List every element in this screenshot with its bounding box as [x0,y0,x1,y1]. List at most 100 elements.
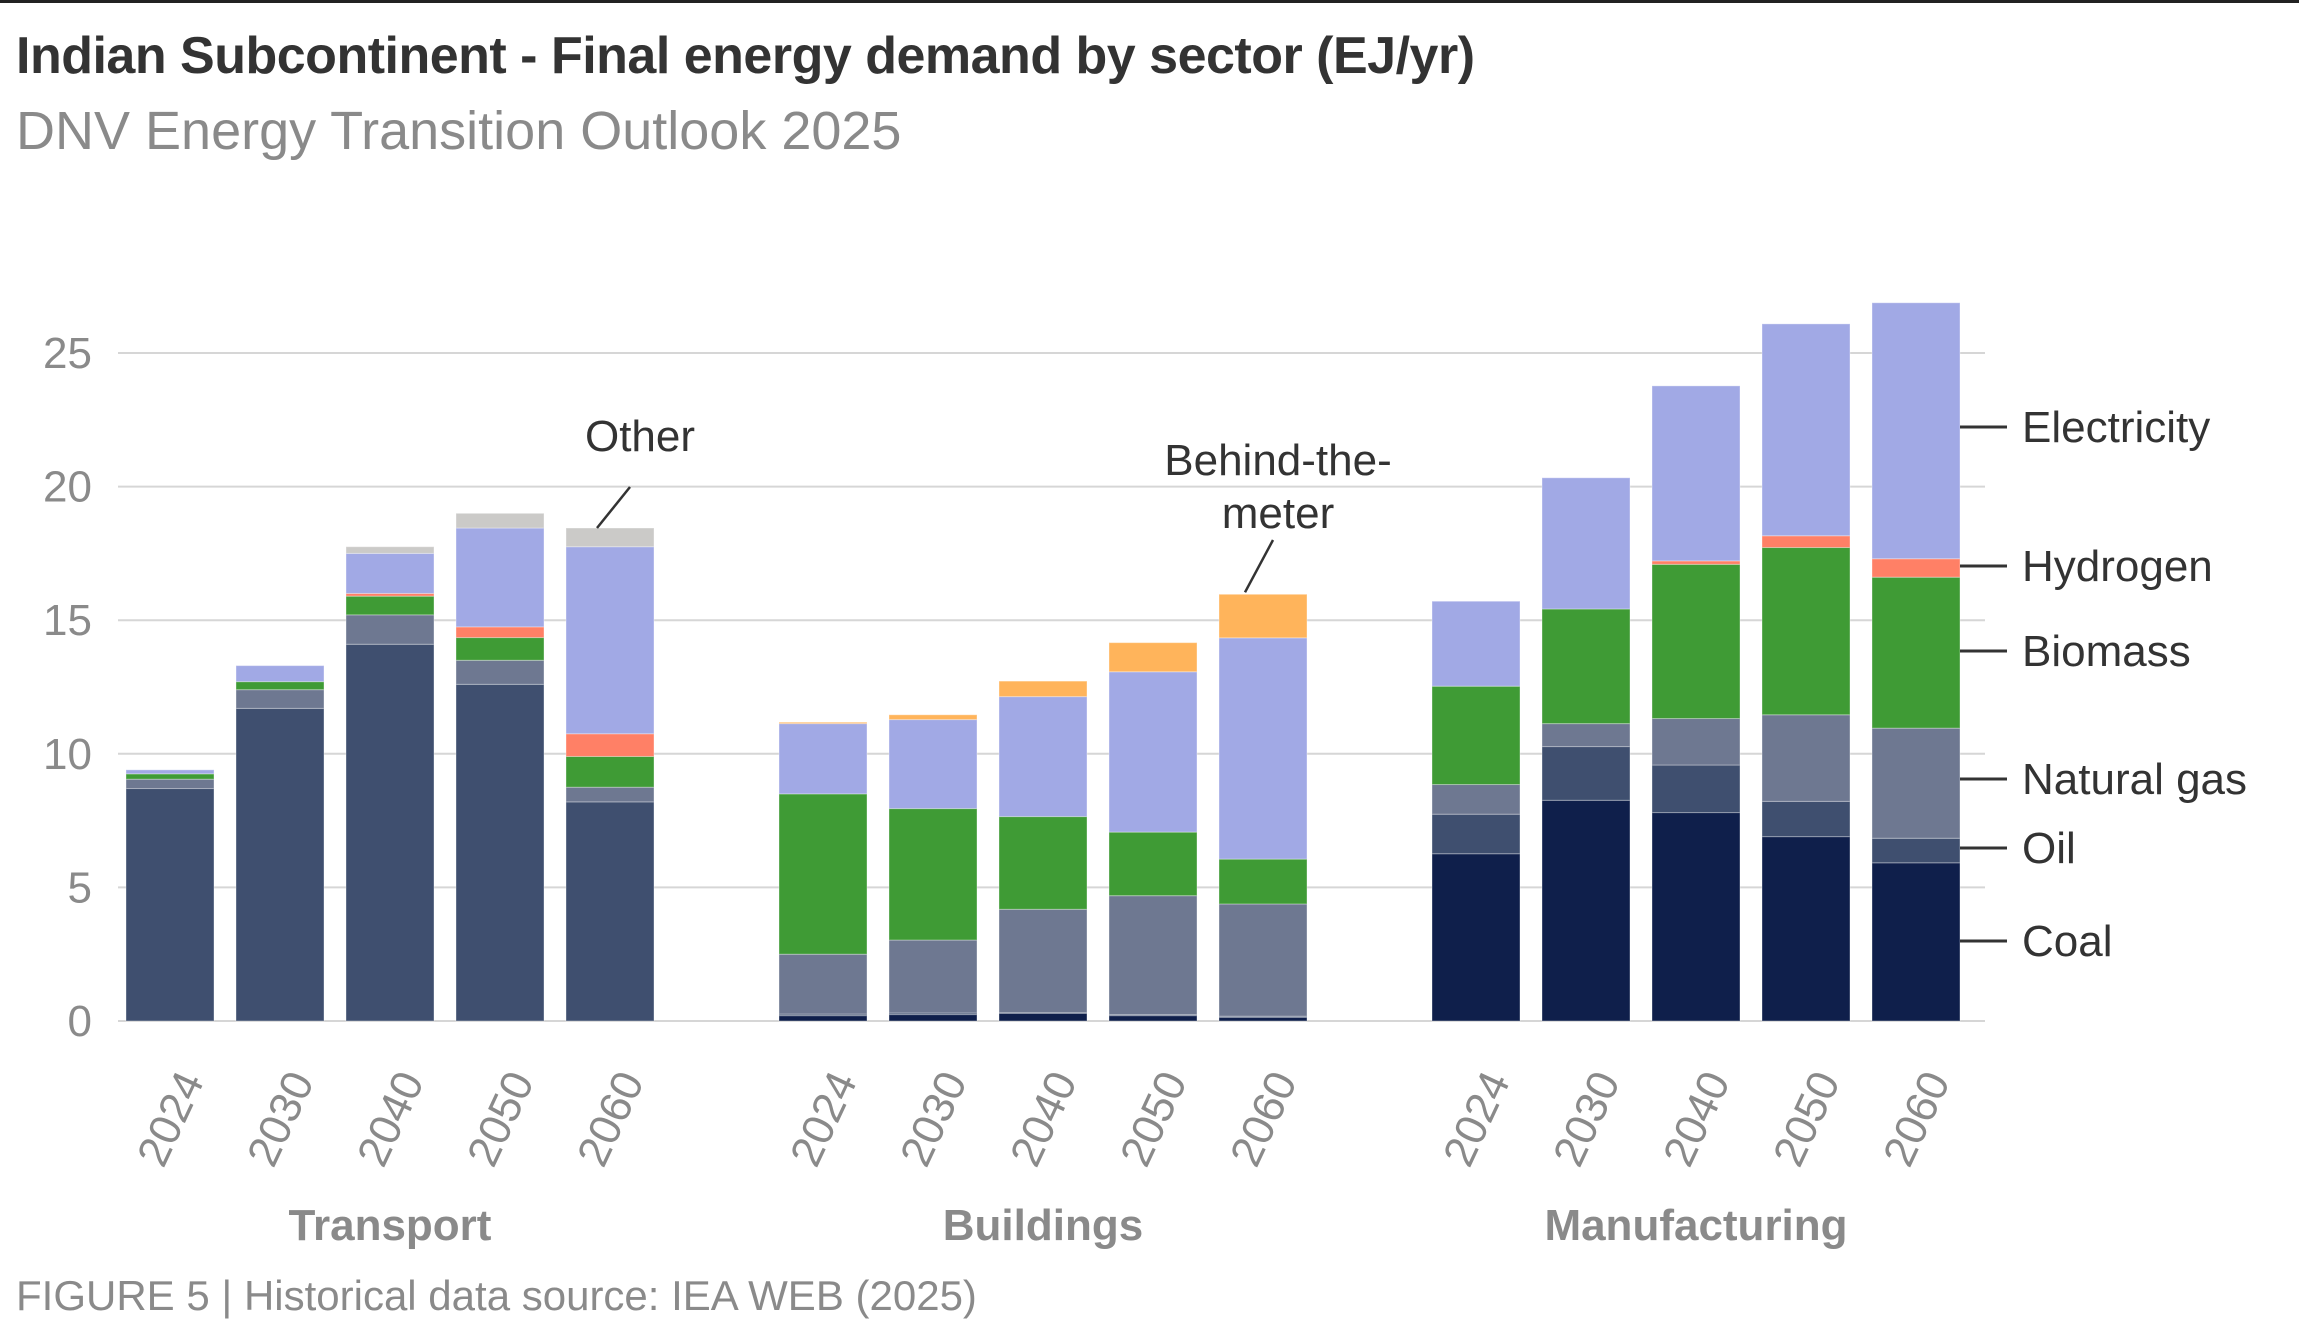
bar-segment-manufacturing-2040-biomass [1651,563,1741,720]
x-tick-label: 2030 [891,1064,977,1173]
figure-caption: FIGURE 5 | Historical data source: IEA W… [16,1272,977,1319]
bar-segment-transport-2024-oil [125,788,215,1022]
bar-segment-transport-2060-electricity [565,546,655,735]
x-axis-labels: 2024 2030 2040 2050 2060 Transport 2024 2030 204… [128,1064,1960,1250]
annotation-leader [596,486,631,529]
bar-segment-transport-2024-biomass [125,773,215,780]
bar-segment-transport-2050-biomass [455,637,545,661]
bar-segment-transport-2030-oil [235,707,325,1022]
bar-segment-buildings-2060-electricity [1218,637,1308,860]
bar-segment-buildings-2060-coal [1218,1016,1308,1022]
annotation-leader [1243,539,1275,593]
bar-segment-transport-2040-other [345,546,435,554]
bar-segment-manufacturing-2030-coal [1541,799,1631,1022]
x-tick-label: 2060 [1221,1064,1307,1173]
bar-segment-transport-2050-natural-gas [455,659,545,685]
bar-segment-buildings-2060-biomass [1218,858,1308,905]
bars [125,302,1961,1022]
bar-segment-buildings-2050-electricity [1108,671,1198,833]
bar-segment-transport-2040-natural-gas [345,614,435,645]
bar-segment-manufacturing-2024-biomass [1431,685,1521,786]
bar-segment-buildings-2040-natural-gas [998,908,1088,1014]
bar-segment-buildings-2024-behind-the-meter [778,721,868,725]
annotation-label: Behind-the- [1164,436,1391,485]
bar-segment-manufacturing-2050-biomass [1761,547,1851,716]
bar-segment-transport-2040-oil [345,643,435,1022]
bar-segment-buildings-2024-electricity [778,723,868,795]
bar-segment-transport-2050-other [455,512,545,529]
bar-segment-manufacturing-2050-oil [1761,800,1851,838]
bar-segment-manufacturing-2040-hydrogen [1651,560,1741,565]
bar-segment-transport-2060-natural-gas [565,786,655,803]
y-tick-label: 20 [43,463,92,512]
x-tick-label: 2024 [781,1064,867,1173]
bar-segment-buildings-2060-natural-gas [1218,903,1308,1017]
group-label-manufacturing: Manufacturing [1544,1201,1847,1250]
legend-label-coal: Coal [2022,917,2113,966]
bar-segment-manufacturing-2040-oil [1651,764,1741,814]
x-tick-label: 2050 [1111,1064,1197,1173]
bar-segment-buildings-2024-biomass [778,793,868,955]
legend-label-hydrogen: Hydrogen [2022,542,2213,591]
bar-segment-transport-2050-hydrogen [455,626,545,639]
chart-subtitle: DNV Energy Transition Outlook 2025 [16,101,902,161]
x-tick-label: 2060 [1874,1064,1960,1173]
bar-segment-transport-2050-oil [455,683,545,1022]
bar-segment-buildings-2030-natural-gas [888,939,978,1014]
bar-segment-buildings-2060-behind-the-meter [1218,593,1308,639]
bar-segment-transport-2030-natural-gas [235,689,325,709]
bar-segment-transport-2030-electricity [235,665,325,683]
y-tick-label: 5 [68,863,92,912]
bar-segment-buildings-2060-oil [1218,1015,1308,1018]
legend-label-electricity: Electricity [2022,403,2210,452]
bar-segment-transport-2060-oil [565,801,655,1022]
chart-title: Indian Subcontinent - Final energy deman… [16,27,1475,85]
bar-segment-manufacturing-2040-natural-gas [1651,718,1741,766]
y-axis-ticks: 0 5 10 15 20 25 [43,329,92,1046]
group-label-buildings: Buildings [943,1201,1143,1250]
y-tick-label: 15 [43,596,92,645]
x-tick-label: 2030 [238,1064,324,1173]
x-tick-label: 2030 [1544,1064,1630,1173]
x-tick-label: 2040 [348,1064,434,1173]
y-tick-label: 25 [43,329,92,378]
bar-segment-buildings-2050-biomass [1108,831,1198,897]
bar-segment-manufacturing-2060-coal [1871,862,1961,1022]
bar-segment-manufacturing-2050-coal [1761,836,1851,1022]
legend: Electricity Hydrogen Biomass Natural gas Oil… [1960,403,2247,966]
bar-segment-buildings-2040-behind-the-meter [998,680,1088,698]
x-tick-label: 2060 [568,1064,654,1173]
bar-segment-buildings-2030-behind-the-meter [888,714,978,721]
bar-segment-manufacturing-2060-natural-gas [1871,727,1961,839]
bar-segment-manufacturing-2060-electricity [1871,302,1961,560]
x-tick-label: 2024 [1434,1064,1520,1173]
top-rule [0,0,2299,3]
y-tick-label: 10 [43,730,92,779]
annotation-label: Other [585,412,695,461]
bar-segment-manufacturing-2030-electricity [1541,477,1631,610]
x-tick-label: 2050 [458,1064,544,1173]
bar-segment-manufacturing-2030-natural-gas [1541,723,1631,748]
bar-segment-transport-2040-electricity [345,552,435,594]
bar-segment-manufacturing-2030-oil [1541,746,1631,801]
bar-segment-buildings-2030-coal [888,1014,978,1022]
x-tick-label: 2040 [1654,1064,1740,1173]
group-label-transport: Transport [289,1201,492,1250]
bar-segment-buildings-2050-coal [1108,1015,1198,1022]
x-tick-label: 2050 [1764,1064,1850,1173]
bar-segment-transport-2060-other [565,527,655,548]
bar-segment-manufacturing-2024-oil [1431,813,1521,855]
bar-segment-transport-2024-electricity [125,769,215,775]
bar-segment-manufacturing-2024-coal [1431,853,1521,1022]
y-tick-label: 0 [68,997,92,1046]
legend-label-biomass: Biomass [2022,627,2191,676]
bar-segment-manufacturing-2024-natural-gas [1431,784,1521,815]
bar-segment-transport-2060-hydrogen [565,733,655,757]
bar-segment-manufacturing-2050-hydrogen [1761,535,1851,549]
annotations: Other Behind-the-meter [585,412,1392,593]
bar-segment-buildings-2030-biomass [888,808,978,941]
bar-segment-transport-2060-biomass [565,755,655,788]
bar-segment-transport-2024-natural-gas [125,778,215,790]
bar-segment-manufacturing-2040-coal [1651,812,1741,1022]
bar-segment-buildings-2050-behind-the-meter [1108,642,1198,673]
